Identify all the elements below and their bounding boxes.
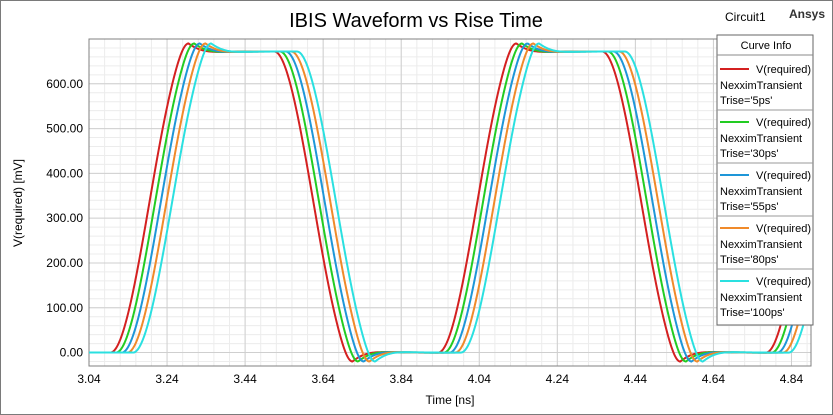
x-tick-label: 3.24 (155, 372, 179, 386)
y-tick-label: 200.00 (46, 256, 83, 270)
circuit-label: Circuit1 (725, 10, 766, 24)
x-tick-label: 4.84 (780, 372, 804, 386)
x-tick-label: 4.44 (624, 372, 648, 386)
brand-logo: Ansys (789, 7, 825, 21)
series-line-4 (89, 42, 812, 363)
legend-entry-source: NexximTransient (720, 133, 802, 145)
series-line-0 (89, 42, 812, 363)
x-tick-label: 3.44 (233, 372, 257, 386)
series-line-1 (89, 42, 812, 363)
x-tick-label: 4.04 (468, 372, 492, 386)
y-axis-label: V(required) [mV] (11, 159, 25, 247)
legend-entry-param: Trise='30ps' (720, 148, 779, 160)
x-tick-label: 3.04 (77, 372, 101, 386)
series-layer (89, 42, 812, 363)
legend-entry-param: Trise='5ps' (720, 95, 772, 107)
legend-entry-param: Trise='100ps' (720, 307, 785, 319)
y-tick-label: 300.00 (46, 211, 83, 225)
legend-entry-source: NexximTransient (720, 186, 802, 198)
legend-box (716, 34, 814, 326)
legend-entry-source: NexximTransient (720, 239, 802, 251)
legend-entries: V(required) NexximTransient Trise='5ps' V(r… (717, 64, 813, 319)
legend-entry-name: V(required) (756, 64, 811, 76)
y-tick-label: 0.00 (60, 346, 84, 360)
legend-entry-source: NexximTransient (720, 80, 802, 92)
y-axis-ticks: 0.00 100.00 200.00 300.00 400.00 500.00 600.00 (46, 77, 83, 360)
legend-entry-name: V(required) (756, 117, 811, 129)
legend-title: Curve Info (741, 40, 792, 52)
grid (88, 38, 811, 366)
legend-entry-source: NexximTransient (720, 292, 802, 304)
legend-entry-name: V(required) (756, 276, 811, 288)
legend-entry-param: Trise='80ps' (720, 254, 779, 266)
series-line-3 (89, 42, 812, 363)
y-tick-label: 600.00 (46, 77, 83, 91)
chart-title: IBIS Waveform vs Rise Time (289, 10, 543, 32)
x-axis-label: Time [ns] (426, 393, 475, 407)
x-axis-ticks: 3.04 3.24 3.44 3.64 3.84 4.04 4.24 4.44 4.64 4.84 (77, 372, 803, 386)
y-tick-label: 500.00 (46, 122, 83, 136)
x-tick-label: 3.84 (390, 372, 414, 386)
y-tick-label: 400.00 (46, 166, 83, 180)
y-tick-label: 100.00 (46, 301, 83, 315)
legend-entry-name: V(required) (756, 223, 811, 235)
legend-entry-param: Trise='55ps' (720, 201, 779, 213)
legend[interactable]: Curve Info V(required) NexximTransient Tri… (716, 34, 814, 329)
x-tick-label: 4.64 (702, 372, 726, 386)
legend-entry-name: V(required) (756, 170, 811, 182)
x-tick-label: 4.24 (546, 372, 570, 386)
x-tick-label: 3.64 (311, 372, 335, 386)
series-line-2 (89, 42, 812, 363)
